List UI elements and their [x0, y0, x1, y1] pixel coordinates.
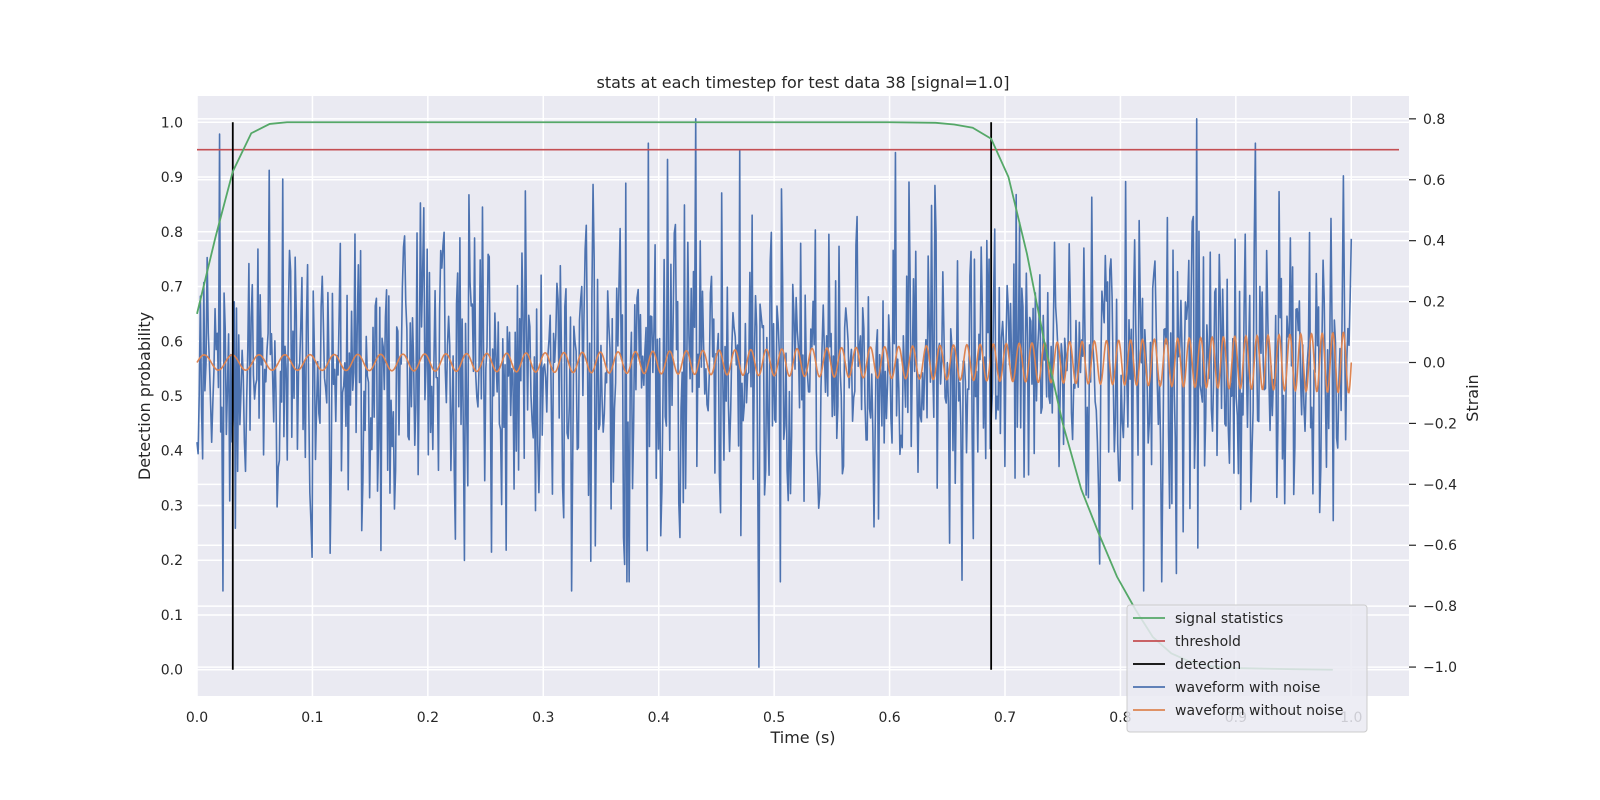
x-tick-label: 0.7 [994, 710, 1016, 726]
y-tick-label: 0.0 [161, 663, 183, 679]
x-tick-label: 0.3 [532, 710, 554, 726]
y-tick-label: 0.5 [161, 389, 183, 405]
y-tick-label: 0.4 [161, 444, 183, 460]
series-waveform-without-noise [196, 331, 1353, 394]
y-tick-label: 0.6 [161, 334, 183, 350]
y-tick-label: 1.0 [161, 115, 183, 131]
series-waveform-with-noise [196, 118, 1353, 668]
y2-tick-label: −0.2 [1423, 416, 1457, 432]
y-axis-label: Detection probability [135, 312, 154, 480]
x-tick-label: 0.8 [1109, 710, 1131, 726]
legend-label: detection [1175, 657, 1241, 673]
y2-tick-label: 0.2 [1423, 295, 1445, 311]
x-tick-label: 0.1 [301, 710, 323, 726]
tick-labels: 0.0 0.1 0.2 0.3 0.4 0.5 0.6 0.7 0.8 0.9 1.0 0.0 0.1 0… [161, 112, 1457, 726]
legend-label: signal statistics [1175, 611, 1283, 627]
y-tick-label: 0.9 [161, 170, 183, 186]
y2-tick-label: 0.4 [1423, 234, 1445, 250]
y-tick-label: 0.7 [161, 280, 183, 296]
x-tick-label: 0.6 [878, 710, 900, 726]
y-tick-label: 0.3 [161, 498, 183, 514]
x-tick-label: 0.0 [186, 710, 208, 726]
y2-tick-label: −1.0 [1423, 660, 1457, 676]
legend-frame [1126, 604, 1368, 733]
chart-title: stats at each timestep for test data 38 … [597, 73, 1010, 92]
x-tick-label: 0.5 [763, 710, 785, 726]
y-tick-label: 0.2 [161, 553, 183, 569]
y2-tick-label: −0.6 [1423, 538, 1457, 554]
y-tick-label: 0.1 [161, 608, 183, 624]
x-tick-label: 0.4 [648, 710, 670, 726]
y2-tick-label: 0.0 [1423, 355, 1445, 371]
legend-label: waveform without noise [1175, 703, 1343, 719]
y2-tick-label: 0.6 [1423, 173, 1445, 189]
x-axis-label: Time (s) [769, 728, 835, 747]
legend: signal statistics threshold detection wavef… [1126, 604, 1368, 733]
legend-label: waveform with noise [1175, 680, 1320, 696]
legend-label: threshold [1175, 634, 1241, 650]
y-tick-label: 0.8 [161, 225, 183, 241]
y2-tick-label: −0.8 [1423, 599, 1457, 615]
x-tick-label: 0.2 [417, 710, 439, 726]
y2-tick-label: 0.8 [1423, 112, 1445, 128]
y2-axis-label: Strain [1463, 374, 1482, 421]
y2-tick-label: −0.4 [1423, 477, 1457, 493]
